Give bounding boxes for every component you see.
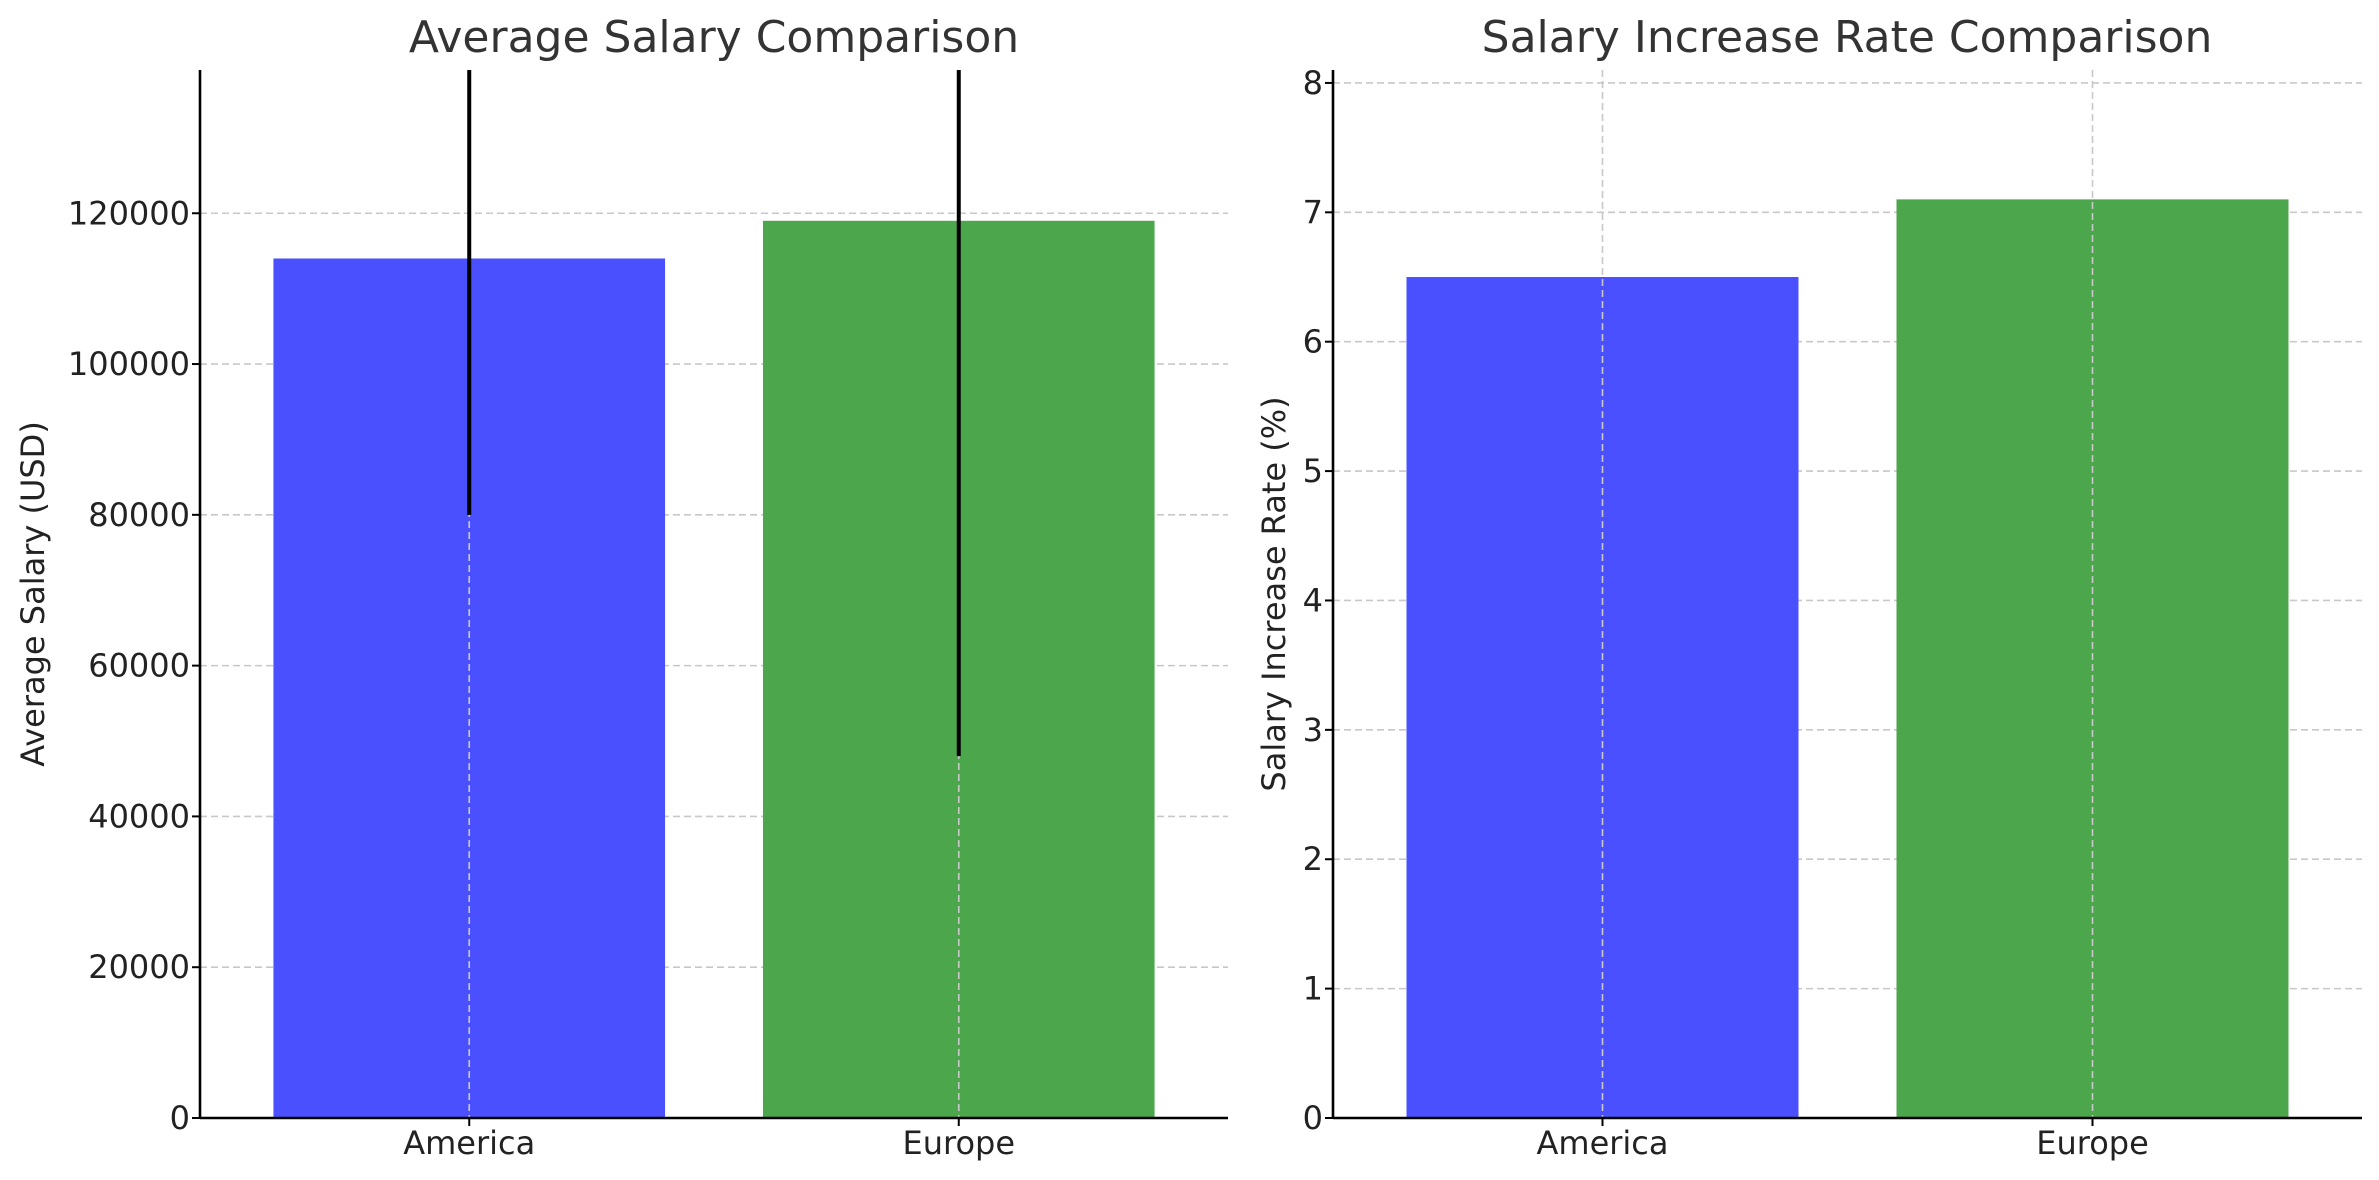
y-tick-label: 120000 <box>68 194 190 232</box>
chart-title: Salary Increase Rate Comparison <box>1482 12 2213 63</box>
chart-title: Average Salary Comparison <box>409 12 1019 63</box>
y-tick-label: 8 <box>1303 64 1323 102</box>
y-tick-label: 3 <box>1303 711 1323 749</box>
y-tick-label: 100000 <box>68 345 190 383</box>
y-tick-label: 0 <box>170 1099 190 1137</box>
y-tick-label: 4 <box>1303 581 1323 619</box>
x-tick-label: America <box>403 1124 535 1162</box>
bars <box>1406 199 2289 1119</box>
x-tick-label: Europe <box>902 1124 1015 1162</box>
y-tick-label: 1 <box>1303 970 1323 1008</box>
y-tick-label: 6 <box>1303 323 1323 361</box>
bars <box>273 220 1155 1118</box>
y-axis-label: Salary Increase Rate (%) <box>1255 396 1293 791</box>
x-tick-label: Europe <box>2036 1124 2149 1162</box>
y-tick-label: 7 <box>1303 193 1323 231</box>
y-tick-label: 60000 <box>88 647 190 685</box>
y-tick-label: 20000 <box>88 948 190 986</box>
y-tick-label: 80000 <box>88 496 190 534</box>
y-tick-label: 40000 <box>88 797 190 835</box>
increase-rate-panel: Salary Increase Rate Comparison Salary I… <box>1255 12 2362 1162</box>
y-tick-label: 5 <box>1303 452 1323 490</box>
y-tick-label: 2 <box>1303 840 1323 878</box>
x-tick-label: America <box>1537 1124 1669 1162</box>
salary-panel: Average Salary Comparison Average Salary… <box>14 12 1228 1162</box>
y-tick-label: 0 <box>1303 1099 1323 1137</box>
y-axis-label: Average Salary (USD) <box>14 421 52 767</box>
